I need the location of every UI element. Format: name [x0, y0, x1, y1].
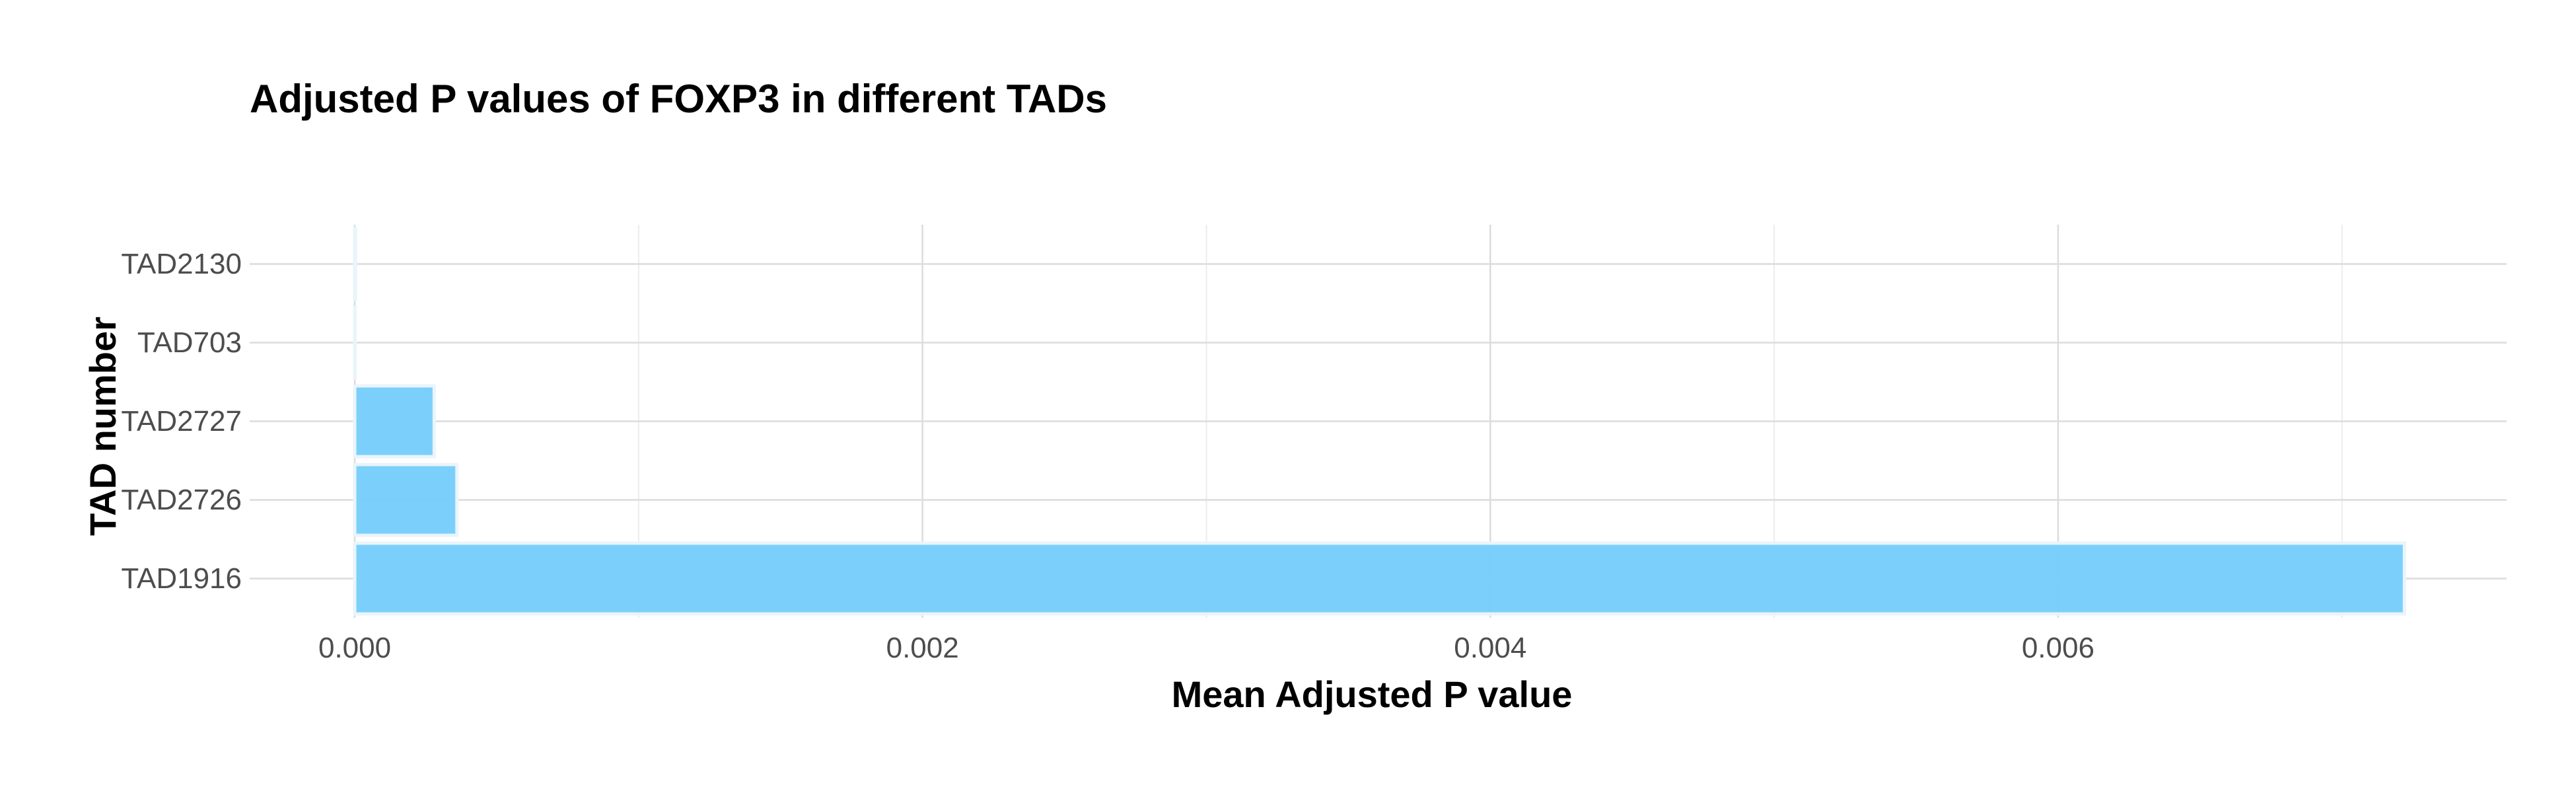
- y-tick-label: TAD2130: [121, 248, 242, 280]
- x-tick-label: 0.002: [886, 632, 959, 664]
- y-axis-tick-labels: TAD1916 TAD2726 TAD2727 TAD703 TAD2130: [121, 248, 242, 595]
- y-tick-label: TAD703: [137, 326, 242, 359]
- bar-tad2727: [355, 386, 434, 457]
- y-tick-label: TAD2726: [121, 484, 242, 516]
- bar-tad1916: [355, 543, 2404, 614]
- y-tick-label: TAD1916: [121, 562, 242, 595]
- y-tick-label: TAD2727: [121, 405, 242, 437]
- bar-tad2726: [355, 465, 457, 535]
- x-axis-tick-labels: 0.000 0.002 0.004 0.006: [318, 632, 2094, 664]
- x-tick-label: 0.006: [2022, 632, 2094, 664]
- x-axis-title: Mean Adjusted P value: [1172, 673, 1573, 715]
- chart-title: Adjusted P values of FOXP3 in different …: [250, 77, 1107, 121]
- x-tick-label: 0.000: [318, 632, 391, 664]
- x-tick-label: 0.004: [1454, 632, 1526, 664]
- y-axis-title: TAD number: [82, 317, 124, 536]
